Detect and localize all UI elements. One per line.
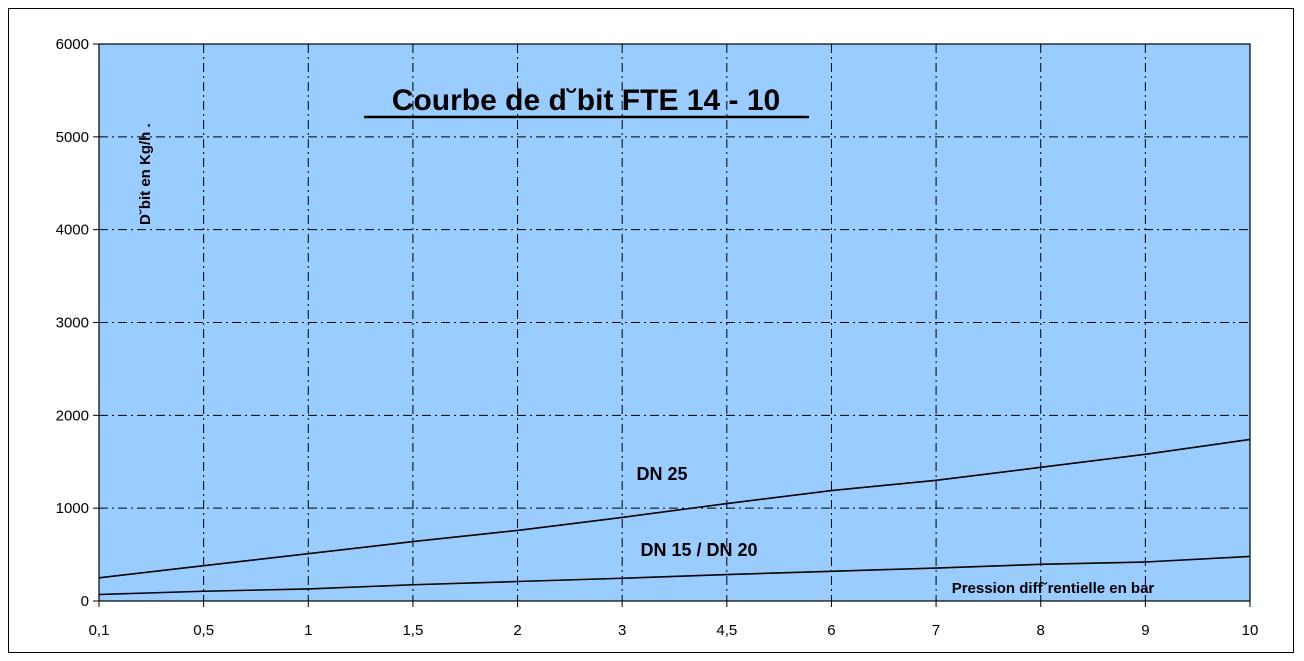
series-label-dn15-dn20: DN 15 / DN 20 <box>640 540 757 560</box>
x-tick-label: 9 <box>1141 622 1149 639</box>
x-tick-label: 1,5 <box>402 622 423 639</box>
axes <box>93 43 1251 607</box>
x-tick-label: 6 <box>827 622 835 639</box>
x-tick-labels: 0,1 0,5 1 1,5 2 3 4,5 6 7 8 9 10 <box>89 622 1259 639</box>
y-tick-label: 4000 <box>56 222 89 239</box>
series-lines <box>98 438 1251 596</box>
y-axis-label: D˘bit en Kg/h . <box>137 123 154 225</box>
y-tick-label: 6000 <box>56 36 89 53</box>
x-tick-label: 8 <box>1037 622 1045 639</box>
y-tick-label: 0 <box>81 593 89 610</box>
x-tick-label: 1 <box>304 622 312 639</box>
x-tick-label: 7 <box>932 622 940 639</box>
plot-border <box>98 43 1251 602</box>
x-tick-label: 0,1 <box>89 622 110 639</box>
x-axis-label: Pression diff˘rentielle en bar <box>952 580 1155 597</box>
x-tick-label: 3 <box>618 622 626 639</box>
y-tick-label: 3000 <box>56 315 89 332</box>
y-tick-label: 1000 <box>56 500 89 517</box>
series-label-dn25: DN 25 <box>636 464 687 484</box>
x-tick-label: 2 <box>513 622 521 639</box>
y-tick-labels: 0 1000 2000 3000 4000 5000 6000 <box>56 36 89 610</box>
x-tick-label: 0,5 <box>193 622 214 639</box>
y-tick-label: 5000 <box>56 129 89 146</box>
series-line-dn15-dn20 <box>98 555 1251 596</box>
chart-title: Courbe de d˘bit FTE 14 - 10 <box>392 84 780 117</box>
series-line-dn25 <box>98 438 1251 579</box>
y-tick-label: 2000 <box>56 407 89 424</box>
x-tick-label: 10 <box>1242 622 1259 639</box>
x-tick-label: 4,5 <box>716 622 737 639</box>
